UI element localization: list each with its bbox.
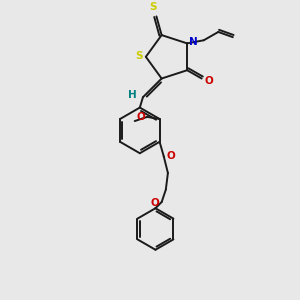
Text: H: H	[128, 90, 137, 100]
Text: N: N	[189, 37, 198, 47]
Text: O: O	[167, 152, 176, 161]
Text: O: O	[136, 112, 145, 122]
Text: O: O	[205, 76, 214, 85]
Text: S: S	[135, 51, 143, 61]
Text: O: O	[151, 198, 160, 208]
Text: S: S	[150, 2, 157, 12]
